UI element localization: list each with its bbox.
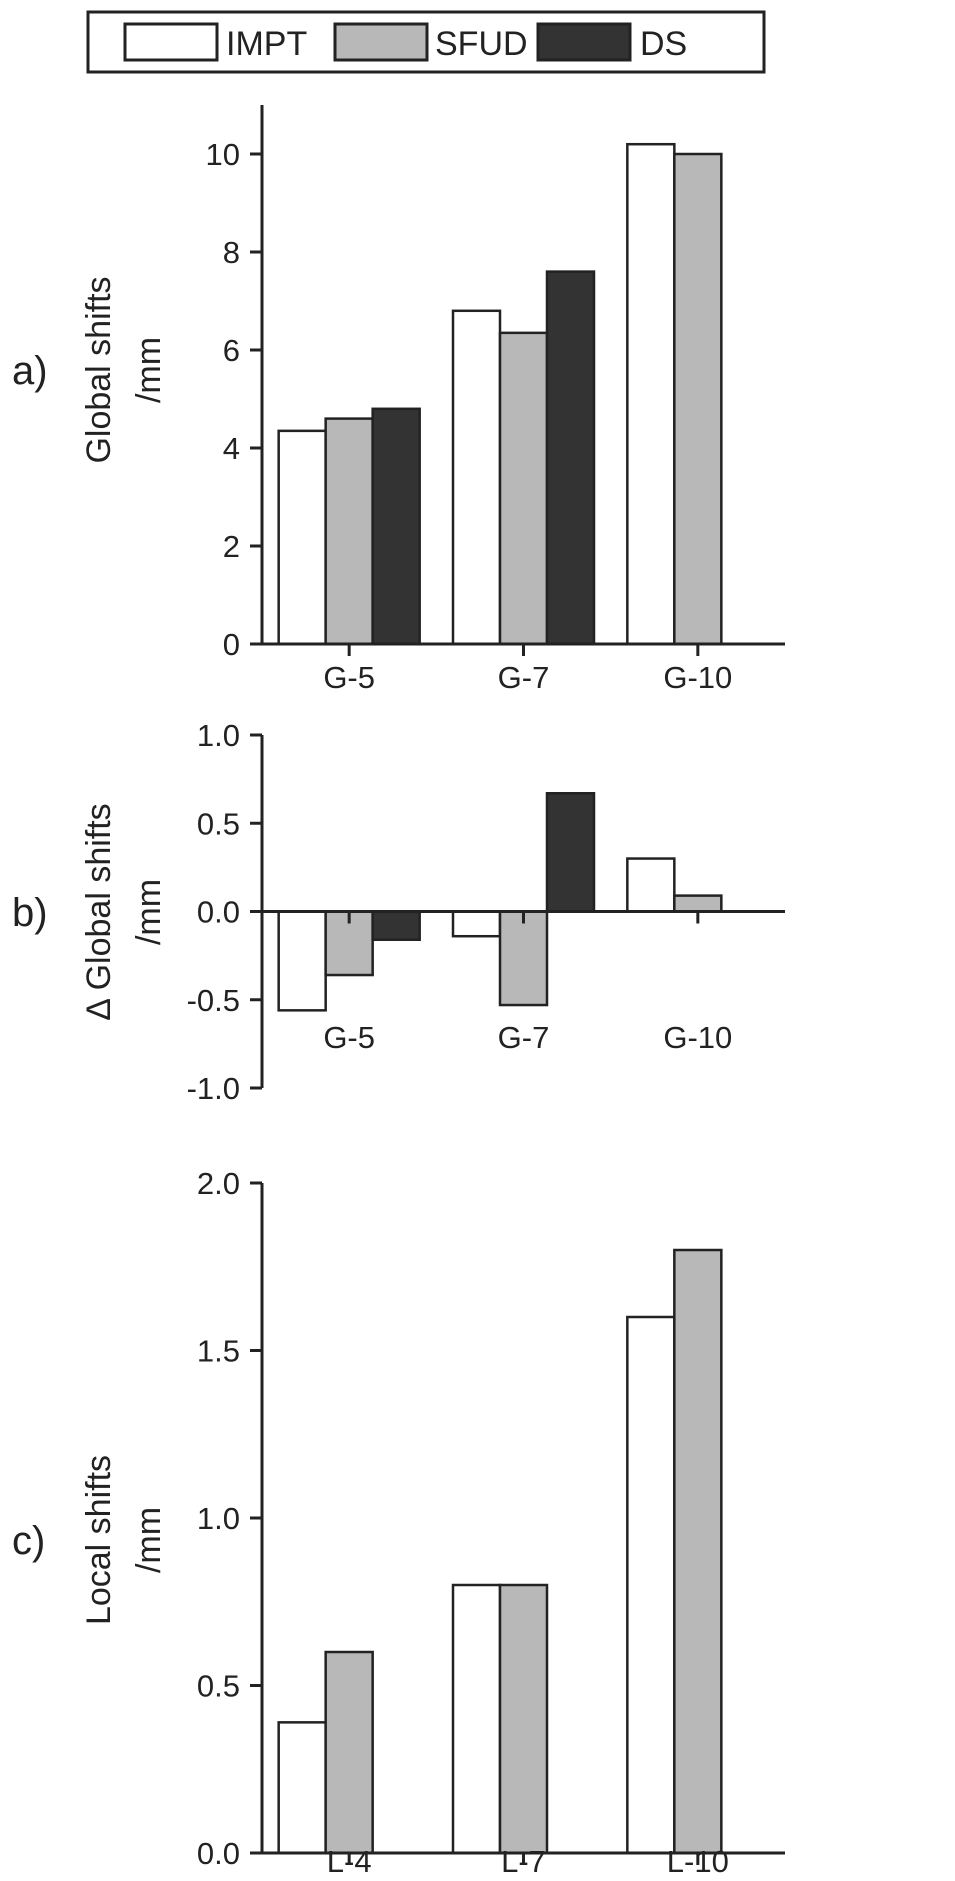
bar-sfud-g-7: [498, 910, 549, 1007]
y-tick-label: 6: [223, 333, 240, 368]
y-tick-label: -0.5: [187, 983, 240, 1018]
bar-sfud-g-5: [324, 417, 374, 646]
bar-impt-g-10: [626, 857, 676, 913]
x-tick-label-l-7: L-7: [501, 1844, 546, 1879]
bar-impt-l-4: [277, 1721, 327, 1855]
bar-ds-g-5: [371, 910, 421, 941]
legend-swatch-sfud: [333, 22, 429, 62]
legend-label-sfud: SFUD: [435, 25, 528, 63]
bar-sfud-g-7: [498, 331, 549, 646]
bar-sfud-l-10: [673, 1248, 723, 1855]
y-tick-label: 0.0: [197, 895, 240, 930]
y-tick-label: 1.0: [197, 1501, 240, 1536]
y-tick-label: -1.0: [187, 1071, 240, 1106]
y-tick-label: 4: [223, 431, 240, 466]
x-tick-label-g-10: G-10: [663, 660, 732, 695]
bar-sfud-l-7: [498, 1583, 549, 1855]
x-tick-label-l-4: L-4: [327, 1844, 372, 1879]
y-tick-label: 0.0: [197, 1836, 240, 1871]
y-axis-unit: /mm: [130, 1507, 168, 1573]
bar-sfud-g-10: [673, 152, 723, 646]
chart-panel-1: 0 2 4 6 8 10 G-5 G-7 G-10 Global shifts/mm a): [12, 105, 785, 695]
x-tick-label-g-7: G-7: [498, 660, 550, 695]
x-tick-label-g-10: G-10: [663, 1020, 732, 1055]
chart-panel-3: 0.0 0.5 1.0 1.5 2.0 L-4 L-7 L-10 Local shifts/mm…: [12, 1166, 785, 1879]
y-tick-label: 2.0: [197, 1166, 240, 1201]
bar-impt-l-10: [626, 1315, 676, 1855]
x-tick-label-g-5: G-5: [323, 660, 375, 695]
legend-label-impt: IMPT: [226, 25, 307, 63]
chart-panel-2: -1.0 -0.5 0.0 0.5 1.0 G-5 G-7 G-10 Δ Global shif…: [12, 718, 785, 1106]
bar-impt-g-7: [451, 910, 502, 938]
bar-ds-g-7: [545, 270, 596, 646]
bar-sfud-l-4: [324, 1650, 374, 1855]
legend-label-ds: DS: [640, 25, 687, 63]
y-tick-label: 0.5: [197, 806, 240, 841]
y-axis-title: Δ Global shifts: [80, 803, 118, 1020]
x-tick-label-g-5: G-5: [323, 1020, 375, 1055]
y-tick-label: 2: [223, 529, 240, 564]
panel-label: a): [12, 349, 48, 393]
y-axis-unit: /mm: [130, 337, 168, 403]
legend: IMPT SFUD DS: [86, 10, 766, 74]
x-tick-label-l-10: L-10: [667, 1844, 729, 1879]
bar-impt-g-7: [451, 309, 502, 646]
x-tick-label-g-7: G-7: [498, 1020, 550, 1055]
y-axis-title: Local shifts: [80, 1455, 118, 1625]
y-tick-label: 0.5: [197, 1669, 240, 1704]
bar-impt-g-5: [277, 429, 327, 646]
bar-ds-g-7: [545, 791, 596, 913]
bar-impt-l-7: [451, 1583, 502, 1855]
y-tick-label: 8: [223, 235, 240, 270]
y-tick-label: 1.5: [197, 1334, 240, 1369]
legend-swatch-ds: [536, 22, 632, 62]
panel-label: c): [12, 1519, 45, 1563]
y-tick-label: 10: [206, 137, 240, 172]
y-axis-title: Global shifts: [80, 276, 118, 463]
y-axis-unit: /mm: [130, 879, 168, 945]
bar-impt-g-10: [626, 142, 676, 646]
bar-ds-g-5: [371, 407, 421, 646]
bar-sfud-g-10: [673, 894, 723, 913]
y-tick-label: 1.0: [197, 718, 240, 753]
bar-impt-g-5: [277, 910, 327, 1012]
legend-swatch-impt: [123, 22, 219, 62]
panel-label: b): [12, 891, 48, 935]
y-tick-label: 0: [223, 627, 240, 662]
